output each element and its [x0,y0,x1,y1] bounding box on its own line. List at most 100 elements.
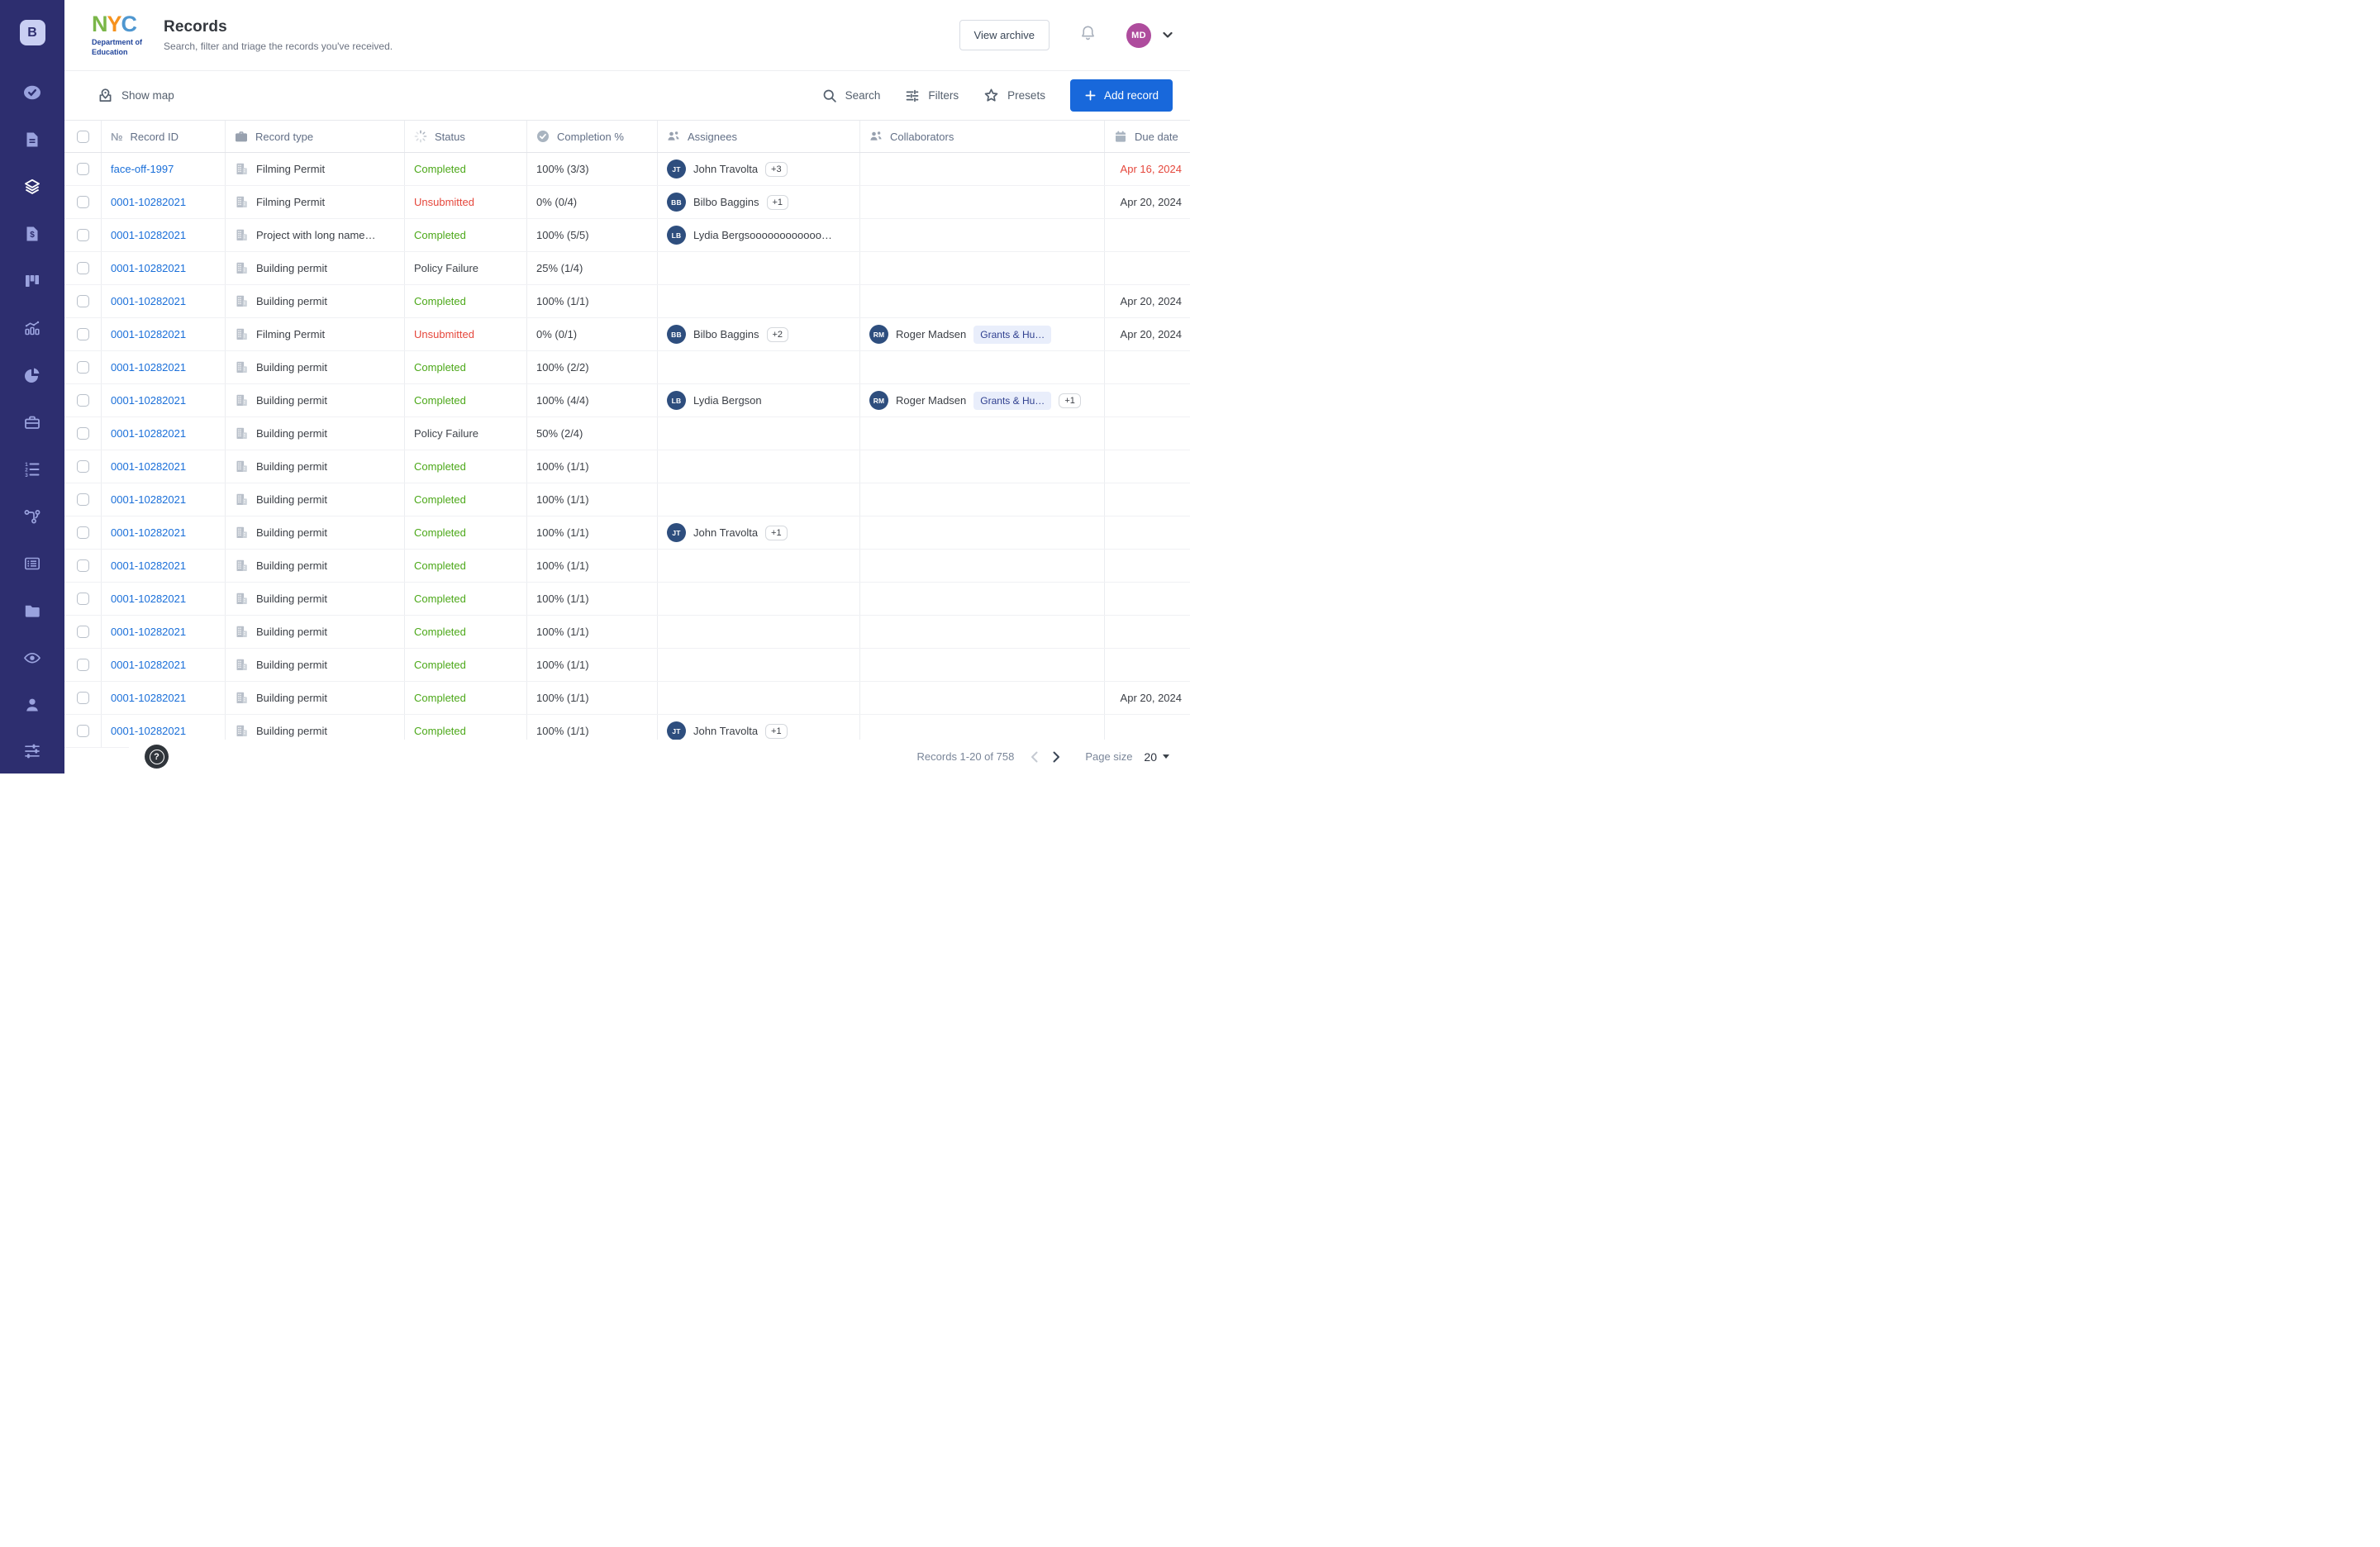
row-checkbox[interactable] [76,692,89,704]
assignee-overflow-pill[interactable]: +3 [765,161,788,177]
assignee-overflow-pill[interactable]: +1 [765,525,788,540]
folder-icon[interactable] [23,602,41,620]
header-record-type[interactable]: Record type [226,121,405,152]
next-page-button[interactable] [1050,748,1064,766]
header-record-id[interactable]: № Record ID [102,121,226,152]
account-chevron-down-icon[interactable] [1163,31,1173,39]
person-icon[interactable] [23,696,41,714]
row-checkbox[interactable] [76,593,89,605]
record-id-cell: 0001-10282021 [102,219,226,251]
pie-chart-icon[interactable] [23,366,41,384]
header-due-date[interactable]: Due date [1105,121,1190,152]
table-row[interactable]: 0001-10282021 Filming Permit Unsubmitted 0%… [64,186,1190,219]
filters-button[interactable]: Filters [905,88,959,103]
due-date: Apr 20, 2024 [1120,295,1182,307]
record-id-link[interactable]: 0001-10282021 [111,593,187,605]
record-id-link[interactable]: 0001-10282021 [111,725,187,737]
row-checkbox[interactable] [76,295,89,307]
record-id-link[interactable]: 0001-10282021 [111,262,187,274]
briefcase-icon[interactable] [23,413,41,431]
search-button[interactable]: Search [822,88,880,103]
table-row[interactable]: 0001-10282021 Building permit Completed 100… [64,351,1190,384]
assignee-overflow-pill[interactable]: +1 [766,194,789,210]
assignees-cell [658,616,860,648]
header-assignees[interactable]: Assignees [658,121,860,152]
analytics-chart-icon[interactable] [23,319,41,337]
record-id-link[interactable]: 0001-10282021 [111,295,187,307]
row-checkbox[interactable] [76,196,89,208]
header-status[interactable]: Status [405,121,527,152]
table-row[interactable]: 0001-10282021 Building permit Completed 100… [64,516,1190,550]
assignee-overflow-pill[interactable]: +2 [766,326,789,342]
table-row[interactable]: 0001-10282021 Building permit Completed 100… [64,384,1190,417]
row-checkbox[interactable] [76,163,89,175]
row-checkbox[interactable] [76,361,89,374]
table-row[interactable]: face-off-1997 Filming Permit Completed 100%… [64,153,1190,186]
record-id-link[interactable]: 0001-10282021 [111,692,187,704]
collaborator-overflow-pill[interactable]: +1 [1059,393,1081,408]
workspace-badge[interactable]: B [19,20,45,45]
table-row[interactable]: 0001-10282021 Building permit Completed 100… [64,550,1190,583]
record-id-link[interactable]: 0001-10282021 [111,427,187,440]
row-checkbox[interactable] [76,626,89,638]
view-archive-button[interactable]: View archive [959,20,1050,50]
row-checkbox[interactable] [76,725,89,737]
row-checkbox[interactable] [76,460,89,473]
record-id-link[interactable]: 0001-10282021 [111,460,187,473]
table-row[interactable]: 0001-10282021 Building permit Policy Failu… [64,417,1190,450]
table-row[interactable]: 0001-10282021 Project with long name… Comp… [64,219,1190,252]
invoice-icon[interactable]: $ [23,225,41,243]
table-row[interactable]: 0001-10282021 Building permit Completed 100… [64,483,1190,516]
notifications-bell-icon[interactable] [1079,25,1097,46]
record-id-link[interactable]: 0001-10282021 [111,493,187,506]
eye-icon[interactable] [23,649,41,667]
row-checkbox[interactable] [76,262,89,274]
table-row[interactable]: 0001-10282021 Building permit Completed 100… [64,450,1190,483]
record-id-link[interactable]: 0001-10282021 [111,361,187,374]
row-checkbox[interactable] [76,229,89,241]
record-id-link[interactable]: 0001-10282021 [111,394,187,407]
row-checkbox[interactable] [76,526,89,539]
table-row[interactable]: 0001-10282021 Building permit Completed 100… [64,649,1190,682]
numbered-list-icon[interactable]: 123 [23,460,41,478]
row-checkbox[interactable] [76,427,89,440]
sliders-settings-icon[interactable] [23,742,41,760]
user-avatar[interactable]: MD [1126,22,1151,48]
row-checkbox[interactable] [76,559,89,572]
show-map-button[interactable]: Show map [98,88,174,103]
help-button[interactable]: ? [145,745,169,769]
record-id-link[interactable]: 0001-10282021 [111,659,187,671]
table-row[interactable]: 0001-10282021 Filming Permit Unsubmitted 0%… [64,318,1190,351]
record-id-link[interactable]: 0001-10282021 [111,229,187,241]
record-id-link[interactable]: face-off-1997 [111,163,174,175]
assignee-overflow-pill[interactable]: +1 [765,723,788,739]
header-completion[interactable]: Completion % [527,121,658,152]
row-checkbox[interactable] [76,328,89,340]
record-id-link[interactable]: 0001-10282021 [111,196,187,208]
table-row[interactable]: 0001-10282021 Building permit Policy Failu… [64,252,1190,285]
row-checkbox[interactable] [76,394,89,407]
layers-records-icon[interactable] [23,178,41,196]
presets-button[interactable]: Presets [983,88,1045,103]
row-checkbox[interactable] [76,659,89,671]
row-checkbox[interactable] [76,493,89,506]
page-size-select[interactable]: 20 [1144,750,1169,764]
kanban-board-icon[interactable] [23,272,41,290]
table-row[interactable]: 0001-10282021 Building permit Completed 100… [64,616,1190,649]
record-id-link[interactable]: 0001-10282021 [111,559,187,572]
select-all-checkbox[interactable] [76,130,89,143]
table-row[interactable]: 0001-10282021 Building permit Completed 100… [64,583,1190,616]
previous-page-button[interactable] [1027,748,1041,766]
header-collaborators[interactable]: Collaborators [860,121,1105,152]
document-icon[interactable] [23,131,41,149]
table-row[interactable]: 0001-10282021 Building permit Completed 100… [64,682,1190,715]
record-id-link[interactable]: 0001-10282021 [111,626,187,638]
building-icon [236,295,247,307]
record-id-link[interactable]: 0001-10282021 [111,526,187,539]
workflow-branch-icon[interactable] [23,507,41,526]
add-record-button[interactable]: Add record [1069,79,1173,112]
tasks-check-icon[interactable] [23,83,41,102]
record-id-link[interactable]: 0001-10282021 [111,328,187,340]
table-row[interactable]: 0001-10282021 Building permit Completed 100… [64,285,1190,318]
card-list-icon[interactable] [23,555,41,573]
